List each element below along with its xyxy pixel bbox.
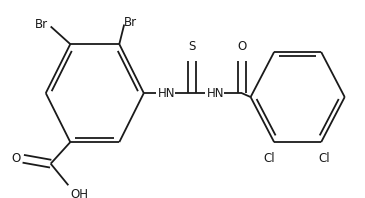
Text: Cl: Cl xyxy=(264,152,275,165)
Text: Cl: Cl xyxy=(318,152,330,165)
Text: Br: Br xyxy=(124,16,137,29)
Text: O: O xyxy=(237,40,246,53)
Text: Br: Br xyxy=(35,18,48,31)
Text: OH: OH xyxy=(70,188,88,198)
Text: S: S xyxy=(188,40,196,53)
Text: HN: HN xyxy=(158,87,175,100)
Text: HN: HN xyxy=(207,87,224,100)
Text: O: O xyxy=(11,152,20,165)
